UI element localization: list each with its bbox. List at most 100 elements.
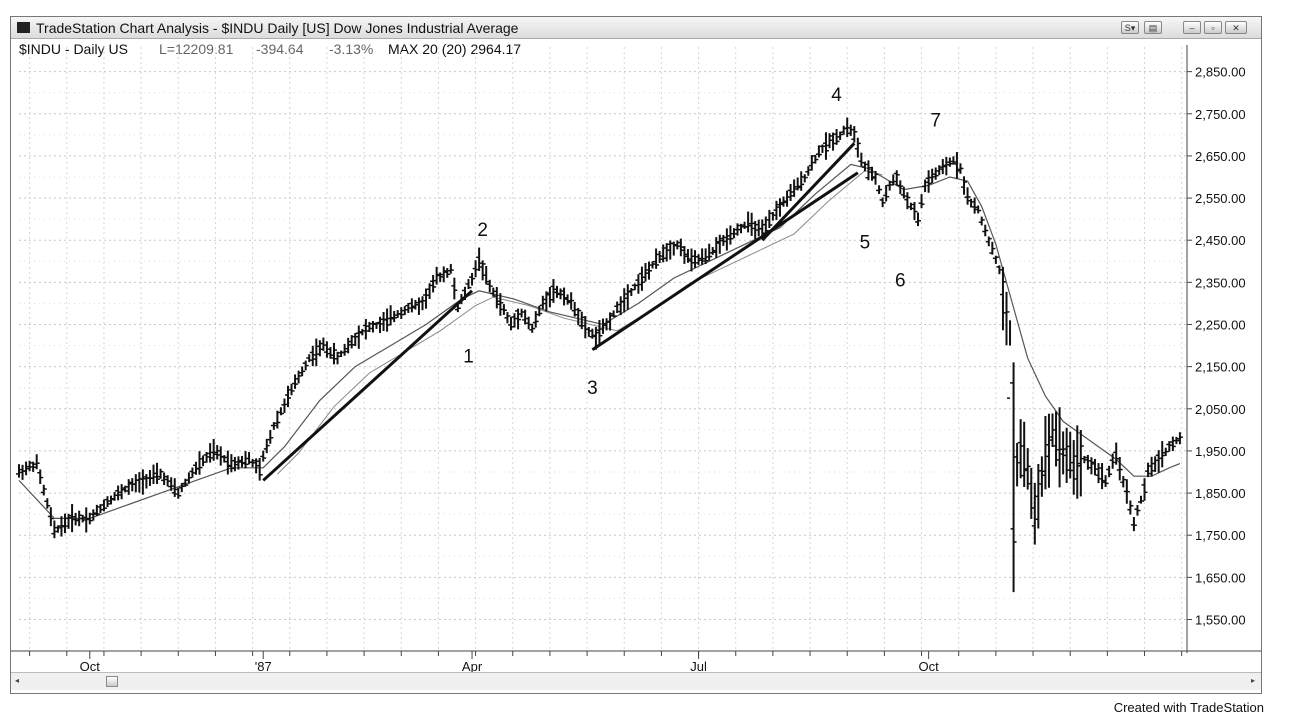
ohlc-bar	[727, 225, 734, 245]
symbol-link-button[interactable]: S▾	[1121, 21, 1139, 34]
footer-credit: Created with TradeStation	[1113, 700, 1264, 715]
ohlc-bar	[214, 445, 221, 460]
ohlc-bar	[550, 279, 557, 303]
ohlc-bar	[536, 305, 543, 317]
ohlc-bar	[231, 456, 238, 472]
ohlc-bar	[284, 385, 291, 408]
ohlc-bar	[607, 312, 614, 331]
ohlc-bar	[1137, 495, 1144, 504]
ohlc-bar	[221, 455, 228, 463]
title-bar[interactable]: TradeStation Chart Analysis - $INDU Dail…	[11, 17, 1261, 39]
ohlc-bar	[819, 144, 826, 153]
ohlc-bar	[748, 212, 755, 236]
ohlc-bar	[288, 383, 295, 396]
y-tick-label: 2,850.00	[1195, 65, 1246, 80]
ohlc-bar	[840, 125, 847, 135]
ohlc-bar	[465, 279, 472, 290]
ohlc-bar	[115, 485, 122, 501]
ohlc-bar	[1123, 479, 1130, 504]
ohlc-bar	[408, 298, 415, 313]
ohlc-bar	[631, 283, 638, 291]
ohlc-bar	[16, 464, 22, 478]
ohlc-bar	[557, 288, 564, 300]
ohlc-bar	[154, 462, 161, 485]
ohlc-bar	[798, 171, 805, 191]
percent-change: -3.13%	[329, 41, 374, 57]
ohlc-bar	[925, 170, 932, 193]
scroll-right-icon[interactable]: ▸	[1250, 676, 1255, 685]
scroll-left-icon[interactable]: ◂	[15, 676, 20, 685]
ohlc-bar	[331, 342, 338, 365]
ohlc-bar	[1134, 505, 1141, 516]
ohlc-bar	[532, 311, 539, 328]
ohlc-bar	[734, 223, 741, 236]
ohlc-bar	[851, 126, 858, 143]
ohlc-bar	[1081, 455, 1088, 464]
ohlc-bar	[238, 455, 245, 468]
ohlc-bar	[766, 209, 773, 229]
ohlc-bar	[1113, 442, 1120, 465]
ohlc-bar	[1095, 463, 1102, 484]
ohlc-bar	[681, 245, 688, 264]
ohlc-bar	[1116, 456, 1123, 481]
ohlc-bar	[334, 351, 341, 365]
ohlc-bar	[23, 461, 30, 476]
ohlc-bar	[391, 310, 398, 323]
ohlc-bar	[493, 286, 500, 309]
ohlc-bar	[961, 176, 968, 195]
ohlc-bar	[118, 484, 125, 500]
ohlc-bar	[791, 179, 798, 197]
layout-button[interactable]: ▤	[1144, 21, 1162, 34]
wave-label-2: 2	[477, 220, 488, 241]
ohlc-bar	[929, 168, 936, 184]
wave-label-3: 3	[587, 378, 598, 399]
chart-window: TradeStation Chart Analysis - $INDU Dail…	[10, 16, 1262, 694]
ohlc-bar	[369, 320, 376, 333]
ohlc-bar	[1109, 453, 1116, 469]
symbol-label: $INDU - Daily US	[19, 41, 128, 57]
x-tick-label: Oct	[80, 659, 101, 672]
ohlc-bar	[47, 507, 54, 527]
y-tick-label: 2,250.00	[1195, 318, 1246, 333]
ohlc-bar	[398, 307, 405, 320]
ohlc-bar	[111, 491, 118, 501]
ohlc-bar	[426, 283, 433, 299]
last-price: L=12209.81	[159, 41, 234, 57]
window-title: TradeStation Chart Analysis - $INDU Dail…	[36, 20, 519, 36]
scroll-thumb[interactable]	[106, 676, 118, 687]
ohlc-bar	[352, 333, 359, 347]
ohlc-bar	[730, 228, 737, 239]
ohlc-bar	[437, 272, 444, 282]
minimize-button[interactable]: –	[1183, 21, 1201, 34]
ohlc-bar	[915, 212, 922, 227]
ohlc-bar	[1010, 362, 1017, 593]
ohlc-bar	[635, 274, 642, 294]
ohlc-bar	[571, 301, 578, 317]
ohlc-bar	[794, 177, 801, 191]
y-tick-label: 2,550.00	[1195, 191, 1246, 206]
x-tick-label: Jul	[690, 659, 707, 672]
ohlc-bar	[483, 265, 490, 285]
ohlc-bar	[1102, 475, 1109, 487]
ohlc-bar	[476, 247, 483, 272]
close-button[interactable]: ✕	[1225, 21, 1247, 34]
ohlc-bar	[490, 287, 497, 297]
ohlc-bar	[30, 461, 37, 472]
price-chart[interactable]: 1 2 3 4 5 6 7 1,550.00 1,650.00 1,750.00 1,850.00…	[11, 17, 1261, 672]
ohlc-bar	[270, 422, 277, 430]
ohlc-bar	[713, 237, 720, 258]
ohlc-bar	[479, 260, 486, 281]
x-tick-label: Oct	[919, 659, 940, 672]
ohlc-bar	[830, 132, 837, 151]
info-bar: $INDU - Daily US L=12209.81 -394.64 -3.1…	[11, 40, 1261, 58]
horizontal-scrollbar[interactable]: ◂ ▸	[11, 672, 1261, 690]
ohlc-bar	[776, 198, 783, 217]
ohlc-bar	[387, 305, 394, 326]
ohlc-bar	[893, 170, 900, 186]
trendline	[591, 171, 859, 352]
restore-button[interactable]: ▫	[1204, 21, 1222, 34]
y-tick-label: 2,750.00	[1195, 107, 1246, 122]
ohlc-bar	[684, 249, 691, 263]
ohlc-bar	[253, 458, 260, 474]
ohlc-bar	[769, 211, 776, 221]
